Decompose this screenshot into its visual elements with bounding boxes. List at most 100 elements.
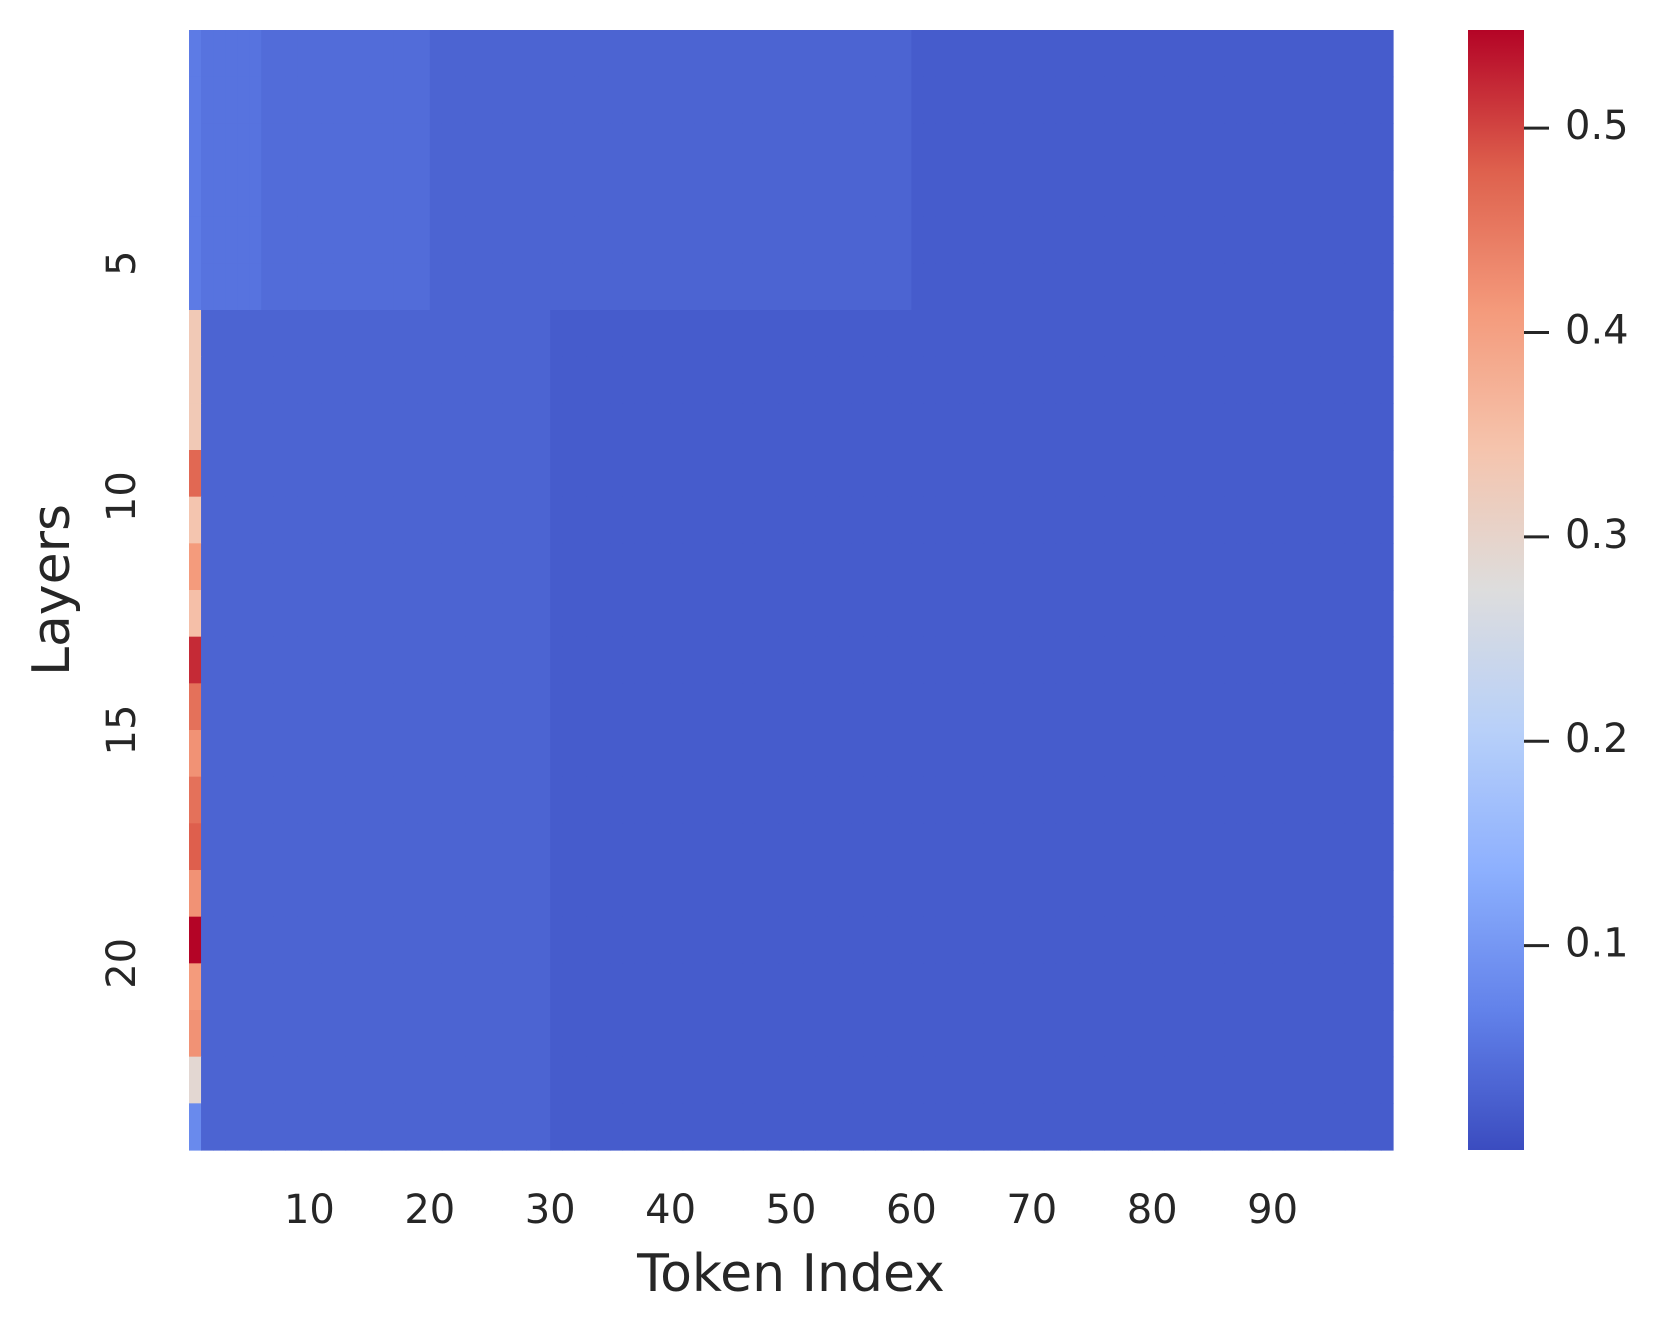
cell: [309, 590, 323, 638]
cell: [538, 636, 551, 684]
cell: [321, 263, 335, 311]
cell: [1320, 310, 1334, 358]
cell: [393, 310, 407, 358]
cell: [1284, 310, 1298, 358]
cell: [1007, 590, 1021, 638]
cell: [369, 1010, 383, 1058]
cell: [1007, 450, 1021, 498]
cell: [1332, 543, 1346, 591]
cell: [1140, 496, 1153, 544]
cell: [1116, 963, 1129, 1011]
cell: [321, 216, 335, 264]
cell: [1055, 590, 1069, 638]
cell: [213, 963, 226, 1011]
cell: [1368, 310, 1382, 358]
cell: [357, 543, 371, 591]
cell: [995, 1010, 1009, 1058]
cell: [658, 916, 672, 964]
cell: [803, 870, 816, 918]
cell: [213, 683, 226, 731]
cell: [249, 636, 262, 684]
cell: [694, 403, 708, 451]
cell: [1212, 76, 1226, 124]
cell: [742, 1056, 756, 1104]
cell: [1356, 916, 1370, 964]
cell: [1140, 123, 1153, 171]
cell: [899, 776, 912, 824]
cell: [273, 730, 286, 778]
cell: [863, 496, 876, 544]
cell: [923, 450, 937, 498]
cell: [754, 776, 768, 824]
cell: [502, 1056, 515, 1104]
cell: [1272, 636, 1286, 684]
cell: [766, 216, 780, 264]
cell: [249, 216, 262, 264]
cell: [1019, 1103, 1033, 1151]
cell: [1224, 636, 1238, 684]
cell: [586, 263, 599, 311]
cell: [1043, 683, 1057, 731]
cell: [1260, 823, 1274, 871]
cell: [682, 496, 696, 544]
cell: [441, 1103, 455, 1151]
cell: [778, 636, 792, 684]
cell: [947, 776, 961, 824]
cell: [1308, 30, 1322, 78]
cell: [1067, 450, 1081, 498]
cell: [309, 870, 323, 918]
cell: [574, 123, 587, 171]
cell: [1224, 916, 1238, 964]
cell: [815, 963, 828, 1011]
cell: [1356, 730, 1370, 778]
cell: [1043, 590, 1057, 638]
cell: [1188, 636, 1201, 684]
cell: [899, 216, 912, 264]
cell: [441, 123, 455, 171]
cell: [1200, 590, 1213, 638]
cell: [646, 76, 660, 124]
cell: [285, 310, 298, 358]
cell: [213, 356, 226, 404]
cell: [1019, 216, 1033, 264]
cell: [598, 170, 611, 218]
cell: [995, 496, 1009, 544]
cell: [237, 963, 250, 1011]
cell: [417, 123, 431, 171]
cell: [1104, 636, 1117, 684]
cell: [1067, 123, 1081, 171]
cell: [1308, 496, 1322, 544]
cell: [1104, 170, 1117, 218]
cell: [1320, 823, 1334, 871]
cell: [923, 683, 937, 731]
cell: [514, 963, 527, 1011]
cell: [441, 263, 455, 311]
cell: [453, 1056, 467, 1104]
cell: [1188, 403, 1201, 451]
cell: [189, 170, 202, 218]
cell: [321, 870, 335, 918]
cell: [1344, 310, 1358, 358]
cell: [1380, 356, 1394, 404]
cell: [839, 263, 852, 311]
cell: [261, 1056, 274, 1104]
cell: [1344, 543, 1358, 591]
cell: [911, 636, 925, 684]
cell: [863, 30, 876, 78]
cell: [815, 496, 828, 544]
cell: [622, 263, 636, 311]
cell: [1320, 963, 1334, 1011]
cell: [273, 450, 286, 498]
cell: [670, 683, 684, 731]
cell: [453, 450, 467, 498]
cell: [1296, 916, 1310, 964]
cell: [369, 450, 383, 498]
cell: [646, 1056, 660, 1104]
cell: [670, 916, 684, 964]
cell: [1043, 310, 1057, 358]
cell: [911, 916, 925, 964]
cell: [309, 1103, 323, 1151]
cell: [490, 123, 503, 171]
cell: [225, 450, 238, 498]
cell: [453, 123, 467, 171]
